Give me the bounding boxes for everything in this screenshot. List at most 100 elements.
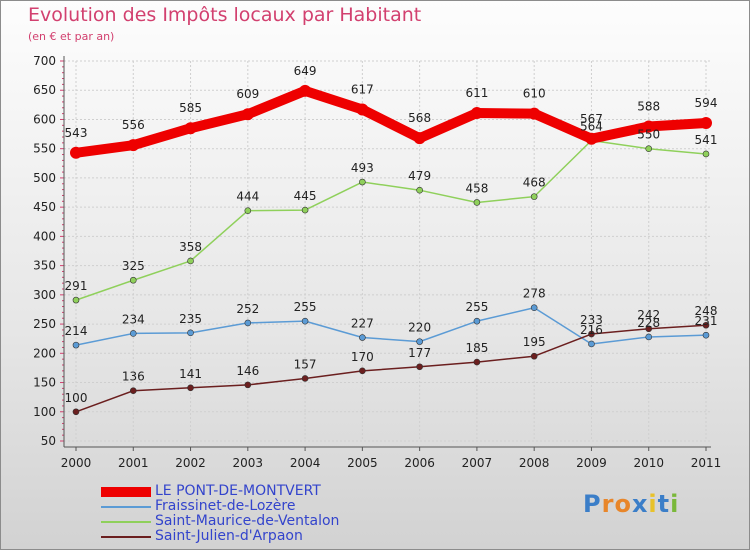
data-point [72,408,80,416]
data-point [413,132,426,145]
x-tick-label: 2002 [175,456,206,470]
data-label: 227 [351,317,374,331]
data-point [645,333,653,341]
data-point [244,319,252,327]
data-point [129,330,137,337]
data-label: 185 [465,341,488,355]
data-label: 248 [695,304,718,318]
data-point [241,108,254,121]
chart-title: Evolution des Impôts locaux par Habitant [28,4,422,26]
data-point [588,330,595,338]
data-point [301,375,309,382]
data-point [645,145,653,152]
data-label: 325 [122,259,145,273]
data-point [129,387,137,395]
data-label: 543 [65,126,88,140]
data-point [642,120,655,133]
data-point [585,132,598,145]
data-label: 617 [351,83,374,97]
data-point [416,186,423,194]
y-tick-label: 450 [33,200,56,214]
legend-swatch [101,536,151,538]
logo-letter: t [657,490,671,518]
data-point [473,199,481,206]
data-label: 216 [580,323,603,337]
data-label: 541 [695,133,718,147]
x-tick-label: 2008 [519,456,550,470]
data-point [359,367,366,375]
data-label: 220 [408,321,431,335]
y-tick-label: 200 [33,346,56,360]
data-point [530,193,538,200]
data-label: 444 [236,190,259,204]
data-label: 234 [122,312,145,326]
y-tick-label: 700 [33,54,56,68]
data-point [700,116,712,129]
data-label: 255 [465,300,488,314]
data-point [299,84,312,97]
x-tick-label: 2000 [61,456,92,470]
data-point [244,381,252,389]
logo-letter: P [583,490,602,518]
x-tick-label: 2005 [347,456,378,470]
y-tick-label: 100 [33,405,56,419]
legend-swatch [101,506,151,508]
data-point [528,107,541,120]
y-tick-label: 150 [33,376,56,390]
data-label: 146 [236,364,259,378]
legend-label: LE PONT-DE-MONTVERT [155,483,321,499]
data-label: 568 [408,111,431,125]
data-label: 242 [637,308,660,322]
data-point [702,331,710,339]
logo-letter: o [614,490,632,518]
x-tick-label: 2004 [290,456,321,470]
data-point [702,150,710,158]
data-label: 228 [637,316,660,330]
data-point [187,329,194,337]
data-point [301,317,309,325]
data-point [645,325,653,333]
y-tick-label: 650 [33,83,56,97]
x-tick-label: 2010 [633,456,664,470]
legend-label: Fraissinet-de-Lozère [155,498,296,514]
data-point [359,178,366,186]
data-label: 157 [294,357,317,371]
data-label: 445 [294,189,317,203]
data-point [127,139,140,152]
x-tick-label: 2009 [576,456,607,470]
data-point [301,206,309,214]
data-label: 585 [179,101,202,115]
data-point [187,257,194,265]
data-point [184,122,197,135]
data-label: 231 [695,314,718,328]
data-label: 479 [408,169,431,183]
y-tick-label: 250 [33,317,56,331]
data-label: 278 [523,287,546,301]
data-point [70,146,82,159]
data-label: 214 [65,324,88,338]
y-tick-label: 50 [41,434,56,448]
data-point [359,334,366,341]
data-point [129,276,137,284]
data-label: 588 [637,99,660,113]
data-label: 100 [65,391,88,405]
data-point [530,352,538,360]
y-tick-label: 350 [33,259,56,273]
data-label: 649 [294,64,317,78]
data-point [702,321,710,329]
data-label: 170 [351,350,374,364]
x-tick-label: 2006 [404,456,435,470]
y-tick-label: 300 [33,288,56,302]
y-tick-label: 500 [33,171,56,185]
data-label: 233 [580,313,603,327]
series-line-3 [75,324,707,413]
data-point [473,358,481,366]
series-line-1 [75,306,707,346]
legend-label: Saint-Maurice-de-Ventalon [155,513,340,529]
data-label: 609 [236,87,259,101]
data-point [530,304,538,312]
data-point [244,207,252,214]
data-point [470,107,483,120]
